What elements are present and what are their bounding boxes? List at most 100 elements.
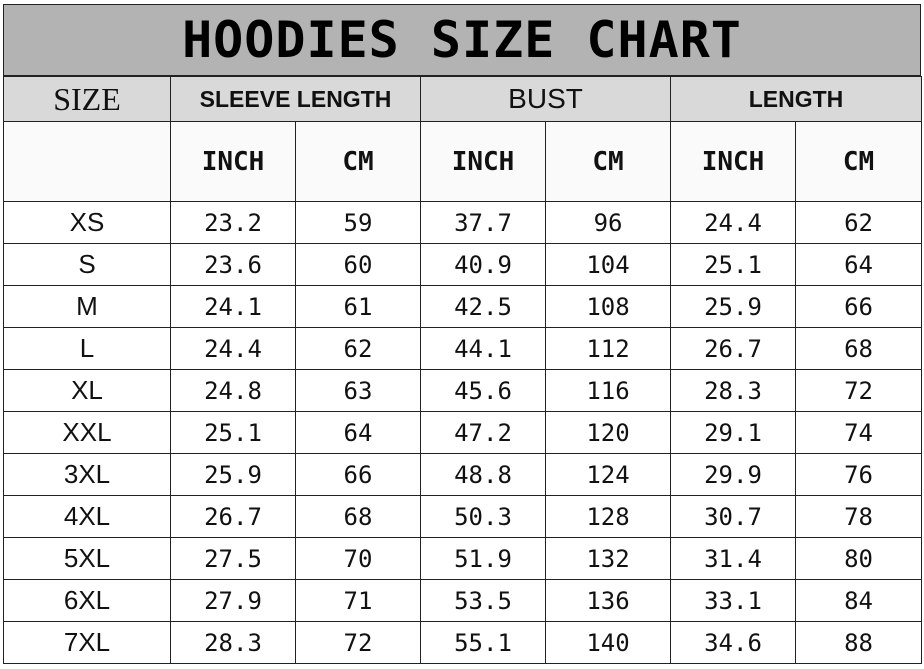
cell-length-cm: 78 (795, 495, 923, 538)
cell-size: XS (3, 201, 171, 244)
cell-sleeve-cm: 72 (294, 621, 422, 664)
cell-length-inch: 24.4 (670, 201, 797, 244)
cell-bust-cm: 132 (545, 537, 672, 580)
size-chart: HOODIES SIZE CHART SIZE SLEEVE LENGTH BU… (3, 4, 923, 664)
cell-bust-cm: 128 (545, 495, 672, 538)
cell-bust-cm: 136 (545, 579, 672, 622)
cell-bust-inch: 47.2 (420, 411, 547, 454)
table-row: 7XL 28.3 72 55.1 140 34.6 88 (3, 621, 923, 664)
cell-bust-inch: 53.5 (420, 579, 547, 622)
table-row: XS 23.2 59 37.7 96 24.4 62 (3, 201, 923, 244)
table-row: 5XL 27.5 70 51.9 132 31.4 80 (3, 537, 923, 580)
table-row: S 23.6 60 40.9 104 25.1 64 (3, 243, 923, 286)
table-row: 3XL 25.9 66 48.8 124 29.9 76 (3, 453, 923, 496)
cell-length-inch: 25.1 (670, 243, 797, 286)
cell-sleeve-cm: 70 (294, 537, 422, 580)
cell-size: M (3, 285, 171, 328)
cell-sleeve-inch: 24.1 (170, 285, 296, 328)
cell-sleeve-cm: 60 (294, 243, 422, 286)
cell-sleeve-inch: 25.9 (170, 453, 296, 496)
header-inch: INCH (670, 121, 797, 202)
cell-bust-cm: 116 (545, 369, 672, 412)
cell-bust-cm: 104 (545, 243, 672, 286)
header-inch: INCH (420, 121, 547, 202)
header-cm: CM (545, 121, 672, 202)
chart-title: HOODIES SIZE CHART (3, 4, 921, 76)
cell-length-inch: 25.9 (670, 285, 797, 328)
cell-length-inch: 34.6 (670, 621, 797, 664)
cell-sleeve-cm: 66 (294, 453, 422, 496)
cell-sleeve-inch: 25.1 (170, 411, 296, 454)
size-table: SIZE SLEEVE LENGTH BUST LENGTH INCH CM I… (3, 76, 923, 664)
cell-sleeve-inch: 26.7 (170, 495, 296, 538)
cell-sleeve-inch: 24.4 (170, 327, 296, 370)
cell-bust-inch: 40.9 (420, 243, 547, 286)
cell-sleeve-cm: 62 (294, 327, 422, 370)
table-row: 6XL 27.9 71 53.5 136 33.1 84 (3, 579, 923, 622)
cell-size: 6XL (3, 579, 171, 622)
header-blank (3, 121, 171, 202)
table-row: XXL 25.1 64 47.2 120 29.1 74 (3, 411, 923, 454)
cell-length-inch: 30.7 (670, 495, 797, 538)
cell-sleeve-inch: 23.2 (170, 201, 296, 244)
cell-length-cm: 68 (795, 327, 923, 370)
cell-size: 3XL (3, 453, 171, 496)
table-row: L 24.4 62 44.1 112 26.7 68 (3, 327, 923, 370)
header-cm: CM (795, 121, 923, 202)
cell-bust-inch: 37.7 (420, 201, 547, 244)
cell-length-cm: 76 (795, 453, 923, 496)
cell-size: XXL (3, 411, 171, 454)
cell-sleeve-cm: 61 (294, 285, 422, 328)
cell-bust-inch: 51.9 (420, 537, 547, 580)
cell-length-inch: 28.3 (670, 369, 797, 412)
cell-bust-inch: 48.8 (420, 453, 547, 496)
cell-sleeve-cm: 59 (294, 201, 422, 244)
cell-sleeve-cm: 71 (294, 579, 422, 622)
cell-bust-cm: 112 (545, 327, 672, 370)
cell-bust-cm: 108 (545, 285, 672, 328)
cell-sleeve-inch: 24.8 (170, 369, 296, 412)
header-size: SIZE (3, 76, 171, 122)
cell-bust-cm: 120 (545, 411, 672, 454)
header-bust: BUST (420, 76, 672, 122)
table-row: M 24.1 61 42.5 108 25.9 66 (3, 285, 923, 328)
cell-length-inch: 29.9 (670, 453, 797, 496)
table-row: 4XL 26.7 68 50.3 128 30.7 78 (3, 495, 923, 538)
cell-sleeve-inch: 27.9 (170, 579, 296, 622)
cell-length-cm: 84 (795, 579, 923, 622)
cell-sleeve-inch: 23.6 (170, 243, 296, 286)
cell-length-cm: 80 (795, 537, 923, 580)
cell-length-cm: 62 (795, 201, 923, 244)
cell-sleeve-cm: 68 (294, 495, 422, 538)
header-length: LENGTH (670, 76, 923, 122)
cell-length-inch: 29.1 (670, 411, 797, 454)
cell-bust-inch: 55.1 (420, 621, 547, 664)
cell-bust-cm: 96 (545, 201, 672, 244)
cell-bust-cm: 124 (545, 453, 672, 496)
header-cm: CM (294, 121, 422, 202)
cell-size: S (3, 243, 171, 286)
cell-size: 5XL (3, 537, 171, 580)
header-inch: INCH (170, 121, 296, 202)
cell-length-inch: 33.1 (670, 579, 797, 622)
cell-size: 7XL (3, 621, 171, 664)
cell-size: 4XL (3, 495, 171, 538)
cell-sleeve-cm: 63 (294, 369, 422, 412)
cell-size: L (3, 327, 171, 370)
cell-bust-inch: 42.5 (420, 285, 547, 328)
cell-length-cm: 74 (795, 411, 923, 454)
cell-length-inch: 26.7 (670, 327, 797, 370)
cell-length-cm: 66 (795, 285, 923, 328)
cell-sleeve-cm: 64 (294, 411, 422, 454)
cell-bust-inch: 45.6 (420, 369, 547, 412)
cell-length-inch: 31.4 (670, 537, 797, 580)
cell-bust-inch: 50.3 (420, 495, 547, 538)
cell-length-cm: 72 (795, 369, 923, 412)
header-sleeve-length: SLEEVE LENGTH (169, 76, 422, 122)
cell-size: XL (3, 369, 171, 412)
table-row: XL 24.8 63 45.6 116 28.3 72 (3, 369, 923, 412)
cell-bust-inch: 44.1 (420, 327, 547, 370)
cell-length-cm: 64 (795, 243, 923, 286)
cell-bust-cm: 140 (545, 621, 672, 664)
cell-sleeve-inch: 28.3 (170, 621, 296, 664)
